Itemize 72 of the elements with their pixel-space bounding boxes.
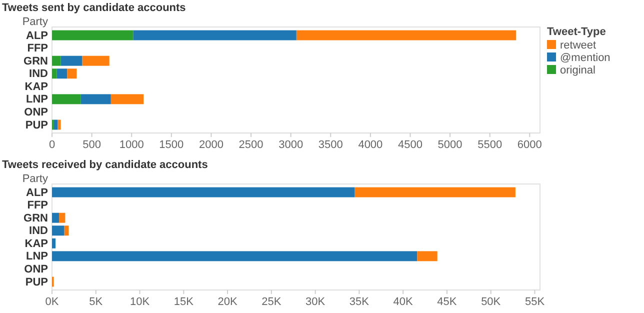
x-tick-label: 25K [262,296,282,308]
chart-title: Tweets received by candidate accounts [2,159,208,171]
y-tick-label: KAP [24,80,48,93]
x-tick-label: 50K [481,296,502,308]
bar [64,226,69,236]
bar [52,30,134,40]
y-tick-label: LNP [26,94,48,106]
x-tick-label: 30K [306,296,326,308]
bar [110,94,144,104]
bar [54,120,58,130]
x-tick-label: 3500 [318,138,343,151]
x-tick-label: 45K [437,296,458,308]
bar [52,238,56,248]
y-tick-label: ALP [26,186,48,199]
bar [52,226,64,236]
bar [67,68,77,79]
bar [52,251,418,262]
x-tick-label: 0K [45,296,60,308]
legend-label: retweet [560,40,596,52]
y-tick-label: IND [29,225,48,238]
legend-label: @mention [560,52,610,64]
bar [52,94,81,104]
x-tick-label: 10K [130,296,150,308]
bar [296,30,516,40]
x-tick-label: 1500 [159,138,184,151]
bar [52,68,57,79]
x-tick-label: 4500 [398,138,422,151]
y-tick-label: LNP [26,250,48,263]
chart-title: Tweets sent by candidate accounts [2,2,186,14]
y-tick-label: ONP [24,106,48,118]
x-tick-label: 2500 [238,138,264,151]
x-tick-label: 6000 [517,138,542,151]
bar [52,56,61,66]
x-tick-label: 4000 [358,138,383,151]
bar [56,68,68,79]
bar [59,212,66,223]
bar [82,56,110,66]
bar [133,30,296,40]
y-tick-label: ALP [26,30,48,42]
x-tick-label: 35K [349,296,370,308]
bar [60,56,82,66]
y-tick-label: GRN [24,212,48,224]
y-tick-label: PUP [25,119,48,132]
y-tick-label: KAP [24,238,48,250]
bar [58,120,61,130]
x-tick-label: 500 [82,138,101,151]
x-tick-label: 1000 [119,138,144,151]
x-tick-label: 0 [48,138,56,151]
y-axis-title: Party [22,173,48,185]
bar [417,251,438,262]
y-tick-label: ONP [24,263,48,276]
y-tick-label: FFP [27,42,48,55]
legend-label: original [560,64,596,76]
y-tick-label: IND [29,68,48,80]
x-tick-label: 40K [393,296,414,308]
bar [354,187,516,198]
x-tick-label: 3000 [278,138,304,151]
x-tick-label: 55K [524,296,546,308]
x-tick-label: 20K [218,296,238,308]
y-axis-title: Party [22,16,48,28]
x-tick-label: 15K [174,296,194,308]
y-tick-label: PUP [25,276,48,288]
x-tick-label: 2000 [198,138,224,151]
legend-title: Tweet-Type [547,26,606,38]
y-tick-label: FFP [27,200,48,212]
x-tick-label: 5500 [478,138,502,151]
bar [80,94,111,104]
y-tick-label: GRN [24,55,48,68]
x-tick-label: 5K [89,296,104,308]
bar [52,187,355,198]
bar [52,212,60,223]
x-tick-label: 5000 [438,138,462,151]
